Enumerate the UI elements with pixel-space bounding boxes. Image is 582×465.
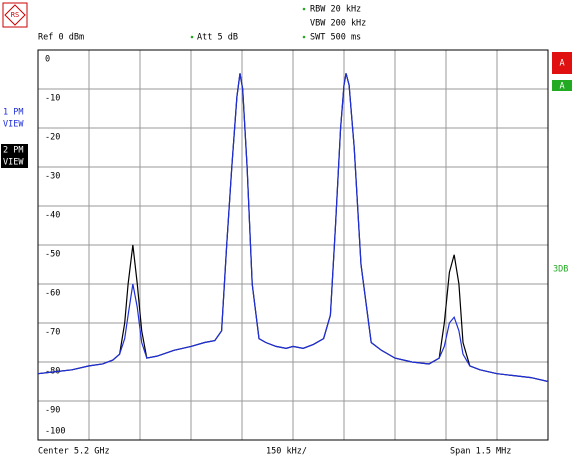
y-tick-label: 0 <box>45 55 50 65</box>
per-division: 150 kHz/ <box>266 447 307 457</box>
plot-border <box>37 49 549 441</box>
y-tick-label: -50 <box>45 250 60 260</box>
center-freq: Center 5.2 GHz <box>38 447 110 457</box>
trace-2-box <box>1 144 28 168</box>
y-tick-label: -10 <box>45 94 60 104</box>
svg-text:RS: RS <box>11 11 19 19</box>
green-marker-box <box>552 80 572 91</box>
vbw: VBW 200 kHz <box>310 19 366 29</box>
ref-level: Ref 0 dBm <box>38 33 84 43</box>
trace-1-view: VIEW <box>3 120 24 130</box>
side-label: 3DB <box>553 265 568 275</box>
green-marker: A <box>559 82 564 92</box>
logo: RS <box>2 2 28 28</box>
red-marker: A <box>559 59 564 69</box>
y-tick-label: -20 <box>45 133 60 143</box>
trace <box>37 73 549 383</box>
trace-2-label: 2 PM <box>3 146 23 156</box>
y-tick-label: -90 <box>45 406 60 416</box>
trace-2-view: VIEW <box>3 158 24 168</box>
red-marker-box <box>552 52 572 74</box>
y-tick-label: -40 <box>45 211 60 221</box>
span: Span 1.5 MHz <box>450 447 511 457</box>
y-tick-label: -70 <box>45 328 60 338</box>
swt: SWT 500 ms <box>310 33 361 43</box>
y-tick-label: -30 <box>45 172 60 182</box>
trace-1-label: 1 PM <box>3 108 23 118</box>
y-tick-label: -60 <box>45 289 60 299</box>
status-dots <box>190 7 306 39</box>
plot-area: 0-10-20-30-40-50-60-70-80-90-100 <box>37 49 549 441</box>
rbw: RBW 20 kHz <box>310 5 361 15</box>
y-tick-label: -100 <box>45 427 65 437</box>
attenuation: Att 5 dB <box>197 33 238 43</box>
